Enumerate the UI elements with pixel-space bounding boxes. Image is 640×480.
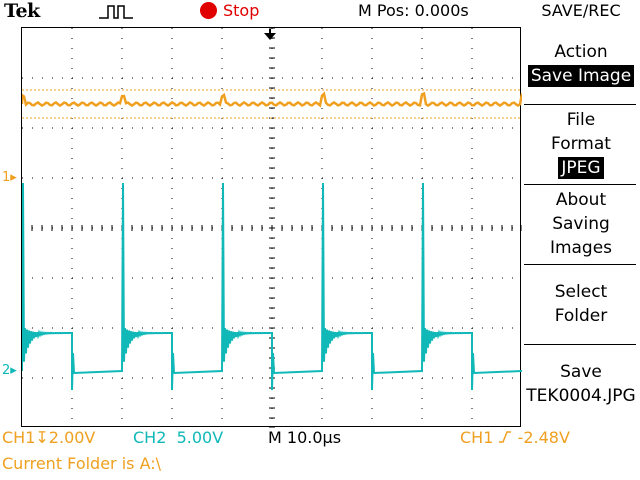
menu-divider (524, 344, 636, 345)
about-label-2: Saving (552, 214, 610, 234)
file-format-label-2: Format (551, 134, 611, 154)
file-format-menu-button[interactable]: File Format JPEG (522, 108, 640, 180)
trigger-level: -2.48V (517, 428, 570, 447)
ch2-trace (22, 182, 522, 391)
about-label-3: Images (549, 238, 613, 258)
trigger-status-icon (99, 5, 133, 19)
menu-divider (524, 184, 636, 185)
waveform-display (22, 28, 522, 428)
trigger-source: CH1 (460, 428, 494, 447)
bottom-readout-bar: CH1↧2.00V CH2 5.00V M 10.0µs CH1 -2.48V … (0, 426, 640, 480)
current-folder-status: Current Folder is A:\ (2, 454, 162, 473)
menu-title: SAVE/REC (541, 1, 621, 20)
save-file-button[interactable]: Save TEK0004.JPG (522, 360, 640, 408)
stop-indicator-icon (200, 2, 217, 19)
top-status-bar: Tek Stop M Pos: 0.000s (0, 0, 640, 24)
save-filename: TEK0004.JPG (526, 386, 636, 406)
coupling-icon: ↧ (35, 428, 49, 447)
select-folder-label-2: Folder (554, 306, 608, 326)
ch1-trace (22, 91, 522, 108)
ch1-label: CH1 (2, 428, 36, 447)
menu-divider (524, 104, 636, 105)
ch2-scale: 5.00V (176, 428, 224, 447)
ch1-scale: 2.00V (48, 428, 96, 447)
file-format-label-1: File (566, 110, 596, 130)
ch2-scale-readout[interactable]: CH2 5.00V (133, 428, 223, 447)
action-menu-button[interactable]: Action Save Image (522, 40, 640, 88)
timebase-readout[interactable]: M 10.0µs (268, 428, 342, 447)
acquisition-status: Stop (223, 1, 260, 20)
ch1-scale-readout[interactable]: CH1↧2.00V (2, 428, 95, 447)
rising-edge-icon (499, 431, 512, 443)
action-label: Action (554, 42, 608, 62)
ch2-label: CH2 (133, 428, 167, 447)
about-saving-images-button[interactable]: About Saving Images (522, 188, 640, 260)
save-label: Save (560, 362, 602, 382)
action-value: Save Image (527, 65, 635, 87)
file-format-value: JPEG (558, 157, 604, 179)
ch2-ground-marker[interactable]: 2▸ (2, 363, 17, 378)
select-folder-label-1: Select (554, 282, 608, 302)
brand-logo: Tek (4, 0, 40, 22)
trigger-readout[interactable]: CH1 -2.48V (460, 428, 570, 447)
horizontal-position: M Pos: 0.000s (358, 1, 469, 20)
waveform-graticule[interactable] (21, 27, 522, 428)
trigger-position-icon (264, 29, 276, 40)
select-folder-button[interactable]: Select Folder (522, 280, 640, 328)
ch1-ground-marker[interactable]: 1▸ (2, 170, 17, 185)
menu-divider (524, 264, 636, 265)
about-label-1: About (555, 190, 607, 210)
